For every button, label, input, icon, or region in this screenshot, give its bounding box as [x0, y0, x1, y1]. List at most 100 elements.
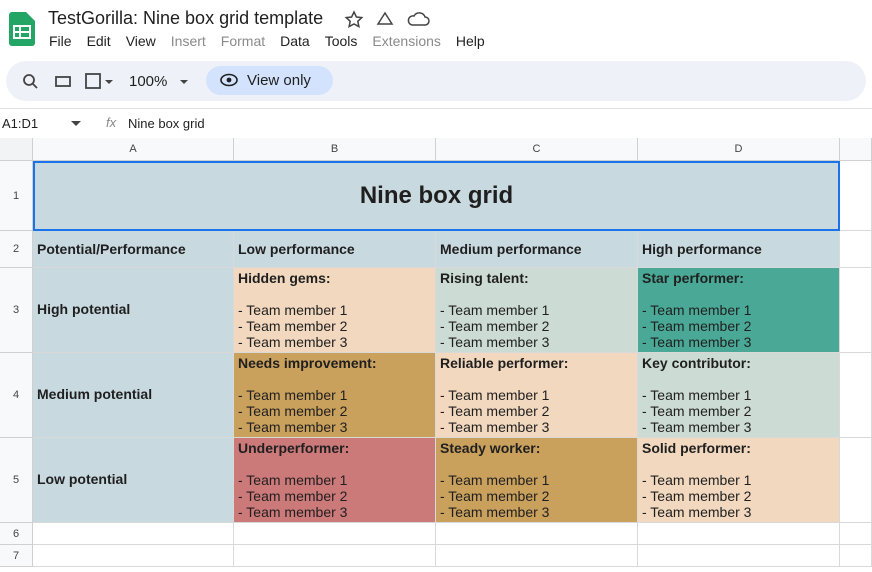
view-only-label: View only	[247, 72, 311, 89]
sheets-logo	[9, 12, 35, 46]
empty-cell[interactable]	[638, 545, 840, 567]
cell-ref[interactable]: A1:D1	[2, 116, 39, 131]
header-cell[interactable]: Potential/Performance	[33, 231, 234, 268]
empty-cell[interactable]	[234, 523, 436, 545]
toolbar	[6, 61, 866, 101]
empty-cell[interactable]	[436, 545, 638, 567]
menu-item[interactable]: Edit	[86, 33, 111, 49]
empty-cell[interactable]	[234, 545, 436, 567]
row-label[interactable]: Medium potential	[33, 353, 234, 438]
box-cell[interactable]: Hidden gems: - Team member 1- Team member…	[234, 268, 436, 353]
box-cell[interactable]: Steady worker: - Team member 1- Team memb…	[436, 438, 638, 523]
menu-item[interactable]: Help	[455, 33, 485, 49]
empty-cell[interactable]	[638, 523, 840, 545]
box-title: Steady worker:	[440, 440, 541, 456]
row-header[interactable]: 2	[0, 231, 33, 268]
box-title: Star performer:	[642, 270, 744, 286]
team-member: - Team member 3	[440, 419, 550, 435]
team-member: - Team member 2	[440, 488, 550, 504]
empty-cell[interactable]	[436, 523, 638, 545]
team-member: - Team member 3	[642, 504, 752, 520]
team-member: - Team member 1	[642, 472, 752, 488]
team-member: - Team member 2	[440, 318, 550, 334]
team-member: - Team member 1	[440, 387, 550, 403]
row-header[interactable]: 5	[0, 438, 33, 523]
box-title: Hidden gems:	[238, 270, 331, 286]
team-member: - Team member 3	[440, 334, 550, 350]
zoom[interactable]: 100%	[129, 73, 168, 90]
column-header	[840, 138, 872, 161]
header-cell[interactable]: Low performance	[234, 231, 436, 268]
column-header[interactable]: A	[33, 138, 234, 161]
box-title: Underperformer:	[238, 440, 350, 456]
menu-item[interactable]: Tools	[324, 33, 358, 49]
box-cell[interactable]: Solid performer: - Team member 1- Team me…	[638, 438, 840, 523]
row-label[interactable]: High potential	[33, 268, 234, 353]
header-cell[interactable]: Medium performance	[436, 231, 638, 268]
empty-cell[interactable]	[840, 545, 872, 567]
toolbar-icons	[23, 73, 188, 89]
team-member: - Team member 1	[440, 302, 550, 318]
row-header[interactable]: 7	[0, 545, 33, 567]
row-header[interactable]: 3	[0, 268, 33, 353]
team-member: - Team member 2	[238, 318, 348, 334]
team-member: - Team member 3	[440, 504, 550, 520]
team-member: - Team member 1	[238, 302, 348, 318]
menu-item[interactable]: View	[125, 33, 156, 49]
formula-bar: A1:D1 fx Nine box grid	[0, 108, 872, 139]
menu-item[interactable]: File	[49, 33, 72, 49]
empty-cell[interactable]	[33, 545, 234, 567]
menu-item[interactable]: Format	[220, 33, 266, 49]
box-cell[interactable]: Rising talent: - Team member 1- Team memb…	[436, 268, 638, 353]
team-member: - Team member 1	[238, 472, 348, 488]
empty-cell[interactable]	[840, 523, 872, 545]
menu-item[interactable]: Data	[280, 33, 310, 49]
box-cell[interactable]: Key contributor: - Team member 1- Team me…	[638, 353, 840, 438]
empty-cell[interactable]	[840, 438, 872, 523]
team-member: - Team member 2	[440, 403, 550, 419]
column-header[interactable]: D	[638, 138, 840, 161]
team-member: - Team member 3	[238, 504, 348, 520]
empty-cell[interactable]	[840, 231, 872, 268]
row-header[interactable]: 6	[0, 523, 33, 545]
empty-cell[interactable]	[840, 353, 872, 438]
team-member: - Team member 1	[642, 302, 752, 318]
box-cell[interactable]: Reliable performer: - Team member 1- Team…	[436, 353, 638, 438]
box-title: Reliable performer:	[440, 355, 569, 371]
row-label[interactable]: Low potential	[33, 438, 234, 523]
team-member: - Team member 1	[238, 387, 348, 403]
box-cell[interactable]: Star performer: - Team member 1- Team mem…	[638, 268, 840, 353]
team-member: - Team member 2	[642, 318, 752, 334]
box-cell[interactable]: Underperformer: - Team member 1- Team mem…	[234, 438, 436, 523]
team-member: - Team member 1	[440, 472, 550, 488]
team-member: - Team member 3	[642, 419, 752, 435]
menu-item[interactable]: Insert	[170, 33, 206, 49]
title-icons	[344, 10, 430, 29]
box-cell[interactable]: Needs improvement: - Team member 1- Team …	[234, 353, 436, 438]
menu-item[interactable]: Extensions	[372, 33, 441, 49]
header-cell[interactable]: High performance	[638, 231, 840, 268]
column-header[interactable]: B	[234, 138, 436, 161]
team-member: - Team member 2	[238, 403, 348, 419]
title-cell[interactable]: Nine box grid	[33, 161, 840, 231]
box-title: Rising talent:	[440, 270, 529, 286]
team-member: - Team member 2	[238, 488, 348, 504]
box-title: Needs improvement:	[238, 355, 377, 371]
team-member: - Team member 2	[642, 488, 752, 504]
empty-cell[interactable]	[33, 523, 234, 545]
team-member: - Team member 2	[642, 403, 752, 419]
box-title: Key contributor:	[642, 355, 751, 371]
team-member: - Team member 3	[238, 419, 348, 435]
empty-cell[interactable]	[840, 161, 872, 231]
corner	[0, 138, 33, 161]
row-header[interactable]: 4	[0, 353, 33, 438]
empty-cell[interactable]	[840, 268, 872, 353]
formula-content: Nine box grid	[128, 116, 205, 131]
grid: A B C D 1 2 3 4 5 6 7 Nine box grid Potential/Perfor…	[0, 138, 872, 572]
row-header[interactable]: 1	[0, 161, 33, 231]
view-only-button[interactable]: View only	[206, 66, 333, 95]
doc-title[interactable]: TestGorilla: Nine box grid template	[48, 8, 324, 28]
team-member: - Team member 3	[642, 334, 752, 350]
column-header[interactable]: C	[436, 138, 638, 161]
